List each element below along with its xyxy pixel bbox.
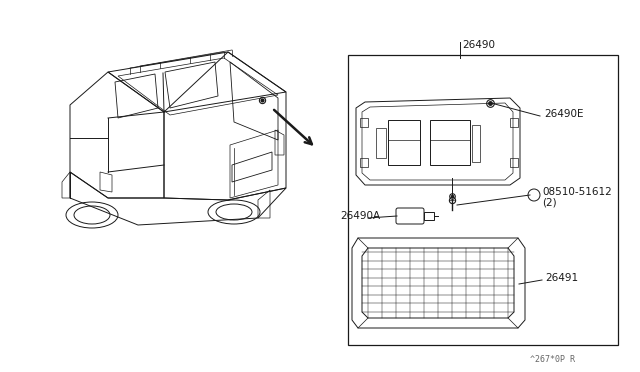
Text: ^267*0P R: ^267*0P R	[530, 356, 575, 365]
Bar	[424, 212, 434, 220]
Text: 26491: 26491	[545, 273, 578, 283]
Text: 08510-51612: 08510-51612	[542, 187, 612, 197]
Text: 26490E: 26490E	[544, 109, 584, 119]
Bar	[348, 55, 618, 345]
Text: 26490: 26490	[462, 40, 495, 50]
Text: 26490A: 26490A	[340, 211, 380, 221]
Text: (2): (2)	[542, 197, 557, 207]
